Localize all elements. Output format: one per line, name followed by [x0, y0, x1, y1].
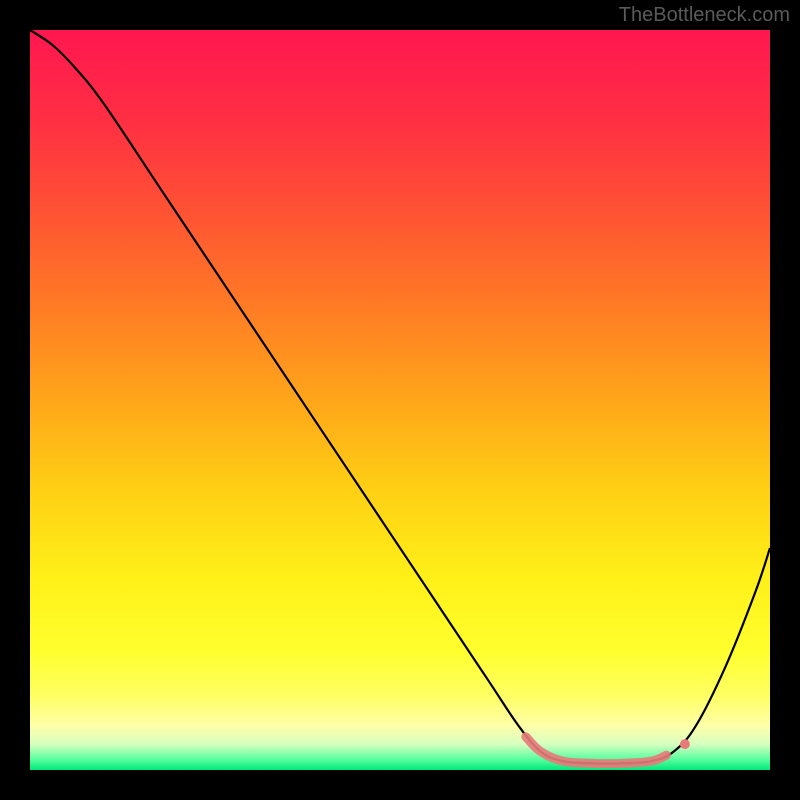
gradient-background: [30, 30, 770, 770]
bottleneck-chart: [0, 0, 800, 800]
highlight-dot: [680, 739, 690, 749]
watermark-text: TheBottleneck.com: [619, 4, 790, 27]
chart-container: TheBottleneck.com: [0, 0, 800, 800]
